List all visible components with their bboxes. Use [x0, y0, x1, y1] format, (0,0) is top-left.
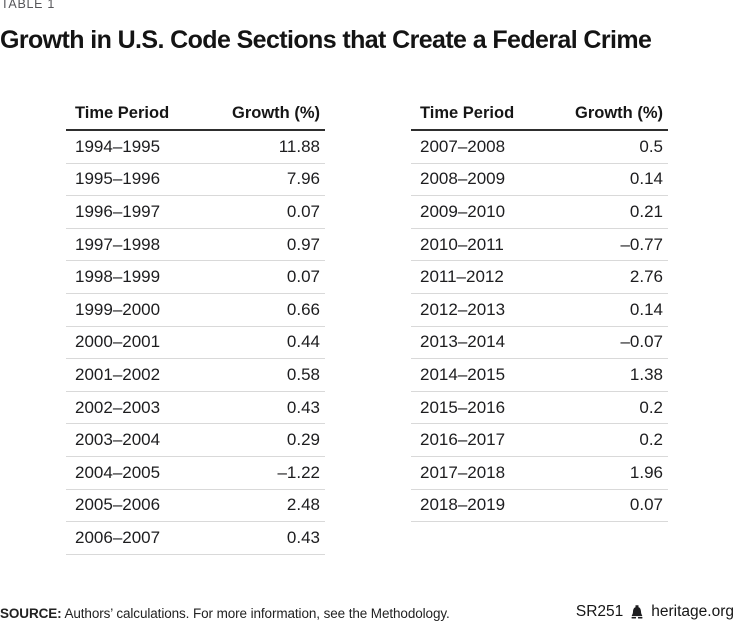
time-period-cell: 1994–1995 [75, 136, 161, 156]
heritage-bell-icon [629, 604, 645, 620]
time-period-cell: 2004–2005 [75, 462, 161, 482]
time-period-cell: 2008–2009 [420, 169, 506, 189]
time-period-cell: 2014–2015 [420, 364, 506, 384]
time-period-cell: 2013–2014 [420, 332, 506, 352]
left-table: Time Period Growth (%) 1994–1995 11.88 199… [66, 100, 325, 555]
table-row: 2017–2018 1.96 [411, 457, 668, 490]
table-row: 2000–2001 0.44 [66, 327, 325, 360]
right-table-header-row: Time Period Growth (%) [411, 100, 668, 131]
growth-cell: 0.2 [639, 430, 663, 450]
table-row: 1994–1995 11.88 [66, 131, 325, 164]
time-period-cell: 2012–2013 [420, 299, 506, 319]
table-row: 2012–2013 0.14 [411, 294, 668, 327]
table-row: 1998–1999 0.07 [66, 261, 325, 294]
time-period-cell: 1999–2000 [75, 299, 161, 319]
table-row: 2003–2004 0.29 [66, 424, 325, 457]
growth-cell: –1.22 [277, 462, 320, 482]
growth-cell: 1.96 [629, 462, 663, 482]
growth-cell: 7.96 [286, 169, 320, 189]
table-row: 2010–2011 –0.77 [411, 229, 668, 262]
growth-cell: 0.5 [639, 136, 663, 156]
column-header-time-period: Time Period [75, 104, 170, 122]
time-period-cell: 1998–1999 [75, 267, 161, 287]
table-row: 2018–2019 0.07 [411, 490, 668, 523]
table-row: 2005–2006 2.48 [66, 490, 325, 523]
table-row: 2002–2003 0.43 [66, 392, 325, 425]
growth-cell: 0.97 [286, 234, 320, 254]
table-row: 2013–2014 –0.07 [411, 327, 668, 360]
table-row: 2008–2009 0.14 [411, 164, 668, 197]
left-table-header-row: Time Period Growth (%) [66, 100, 325, 131]
time-period-cell: 2006–2007 [75, 527, 161, 547]
right-table-body: 2007–2008 0.5 2008–2009 0.14 2009–2010 0.21 20… [411, 131, 668, 523]
time-period-cell: 2001–2002 [75, 364, 161, 384]
time-period-cell: 2000–2001 [75, 332, 161, 352]
growth-cell: –0.77 [620, 234, 663, 254]
growth-cell: 1.38 [629, 364, 663, 384]
right-table: Time Period Growth (%) 2007–2008 0.5 2008–… [411, 100, 668, 523]
time-period-cell: 2018–2019 [420, 495, 506, 515]
source-note: SOURCE: Authors’ calculations. For more … [0, 606, 450, 621]
source-label: SOURCE: [0, 606, 62, 621]
table-row: 1999–2000 0.66 [66, 294, 325, 327]
table-row: 2014–2015 1.38 [411, 359, 668, 392]
column-header-time-period: Time Period [420, 104, 515, 122]
growth-cell: 0.07 [286, 267, 320, 287]
time-period-cell: 2017–2018 [420, 462, 506, 482]
left-table-body: 1994–1995 11.88 1995–1996 7.96 1996–1997 0.07… [66, 131, 325, 555]
table-row: 2015–2016 0.2 [411, 392, 668, 425]
time-period-cell: 2011–2012 [420, 267, 504, 287]
table-row: 2011–2012 2.76 [411, 261, 668, 294]
table-row: 2009–2010 0.21 [411, 196, 668, 229]
page-title: Growth in U.S. Code Sections that Create… [0, 26, 652, 54]
site-url: heritage.org [651, 603, 734, 620]
table-row: 1995–1996 7.96 [66, 164, 325, 197]
table-number-label: TABLE 1 [1, 0, 55, 11]
report-id: SR251 [575, 603, 624, 620]
time-period-cell: 2007–2008 [420, 136, 506, 156]
growth-cell: 0.2 [639, 397, 663, 417]
time-period-cell: 2015–2016 [420, 397, 506, 417]
growth-cell: 0.44 [286, 332, 320, 352]
growth-cell: 2.48 [286, 495, 320, 515]
growth-cell: 0.07 [629, 495, 663, 515]
growth-cell: –0.07 [620, 332, 663, 352]
table-row: 1996–1997 0.07 [66, 196, 325, 229]
column-header-growth: Growth (%) [232, 104, 320, 122]
time-period-cell: 2002–2003 [75, 397, 161, 417]
table-row: 2007–2008 0.5 [411, 131, 668, 164]
footer-branding: SR251 heritage.org [576, 603, 734, 621]
source-text: Authors’ calculations. For more informat… [61, 606, 450, 621]
growth-cell: 0.21 [629, 201, 663, 221]
time-period-cell: 2003–2004 [75, 430, 161, 450]
time-period-cell: 2005–2006 [75, 495, 161, 515]
growth-cell: 0.14 [629, 169, 663, 189]
time-period-cell: 2009–2010 [420, 201, 506, 221]
table-row: 2004–2005 –1.22 [66, 457, 325, 490]
growth-cell: 2.76 [629, 267, 663, 287]
growth-cell: 0.58 [286, 364, 320, 384]
growth-cell: 0.07 [286, 201, 320, 221]
time-period-cell: 2010–2011 [420, 234, 504, 254]
table-row: 2016–2017 0.2 [411, 424, 668, 457]
time-period-cell: 1995–1996 [75, 169, 161, 189]
time-period-cell: 1996–1997 [75, 201, 161, 221]
time-period-cell: 2016–2017 [420, 430, 506, 450]
column-header-growth: Growth (%) [575, 104, 663, 122]
growth-cell: 0.14 [629, 299, 663, 319]
growth-cell: 0.66 [286, 299, 320, 319]
table-row: 1997–1998 0.97 [66, 229, 325, 262]
table-row: 2006–2007 0.43 [66, 522, 325, 555]
growth-cell: 0.29 [286, 430, 320, 450]
growth-cell: 0.43 [286, 527, 320, 547]
table-row: 2001–2002 0.58 [66, 359, 325, 392]
growth-cell: 0.43 [286, 397, 320, 417]
growth-cell: 11.88 [278, 136, 320, 156]
time-period-cell: 1997–1998 [75, 234, 161, 254]
